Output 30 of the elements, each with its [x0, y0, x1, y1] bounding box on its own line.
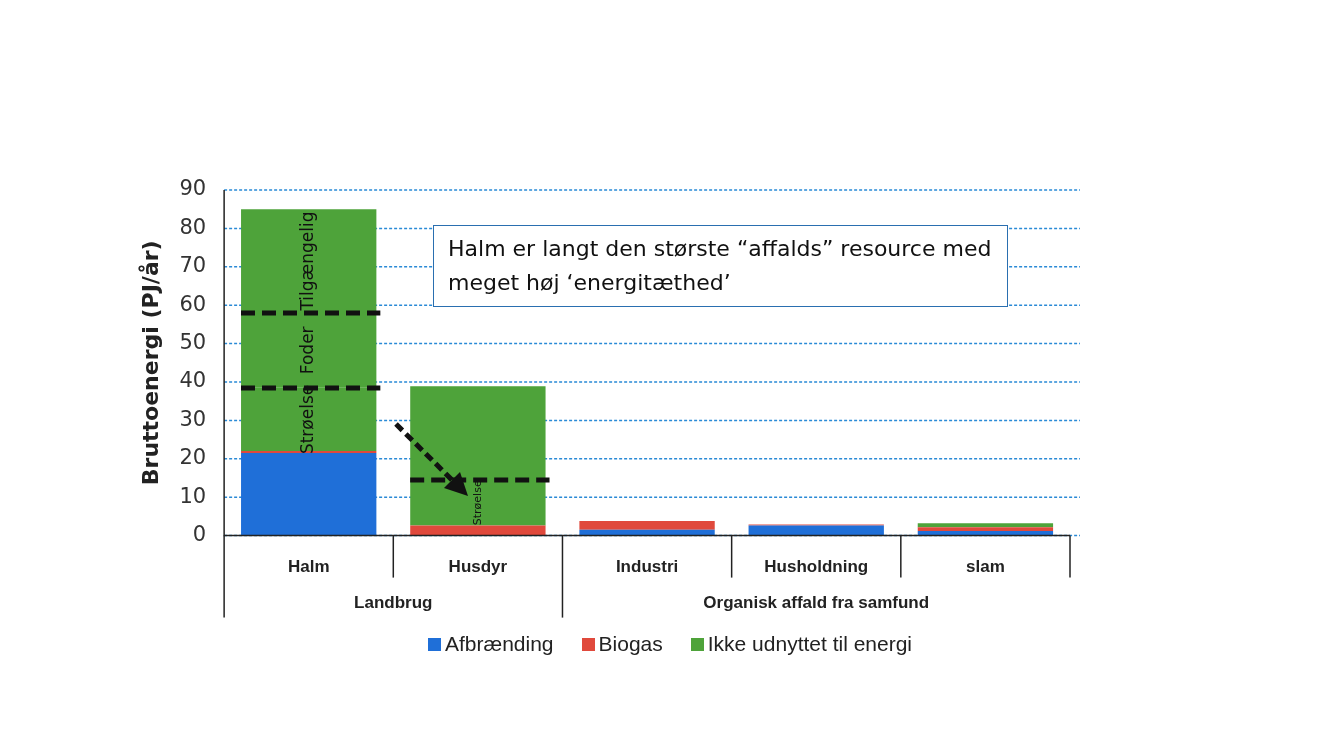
y-tick-label: 50	[179, 330, 207, 355]
y-tick-label: 80	[179, 214, 207, 239]
legend-label: Ikke udnyttet til energi	[706, 632, 913, 655]
bar	[917, 523, 1054, 528]
bar	[917, 527, 1054, 531]
y-tick-label: 30	[179, 406, 207, 431]
y-tick-label: 70	[179, 253, 207, 278]
bar	[241, 453, 377, 536]
legend-label: Afbrænding	[443, 632, 554, 655]
y-tick-label: 60	[179, 291, 207, 316]
x-tick-label: Halm	[287, 557, 330, 577]
x-tick-label: Industri	[615, 557, 679, 577]
y-tick-label: 0	[192, 522, 207, 547]
x-tick-label: Husdyr	[448, 557, 508, 577]
bar	[748, 525, 884, 536]
annotation: Foder	[297, 326, 318, 375]
x-tick-label: slam	[966, 557, 1005, 577]
text: Organisk affald fra samfund	[703, 593, 930, 613]
y-tick-label: 20	[179, 445, 207, 470]
y-tick-label: 90	[179, 176, 207, 201]
bar	[410, 525, 546, 536]
y-tick-label: 40	[179, 368, 207, 393]
text: Landbrug	[354, 593, 433, 613]
bar	[579, 521, 715, 530]
legend-label: Biogas	[597, 632, 663, 655]
annotation: Tilgængelig	[297, 211, 318, 312]
y-tick-label: 10	[179, 483, 207, 508]
y-axis-title: Bruttoenergi (PJ/år)	[137, 240, 163, 486]
annotation: Halm er langt den største “affalds” resource med meget høj ‘energitæthed’	[433, 224, 1008, 307]
x-tick-label: Husholdning	[764, 557, 869, 577]
